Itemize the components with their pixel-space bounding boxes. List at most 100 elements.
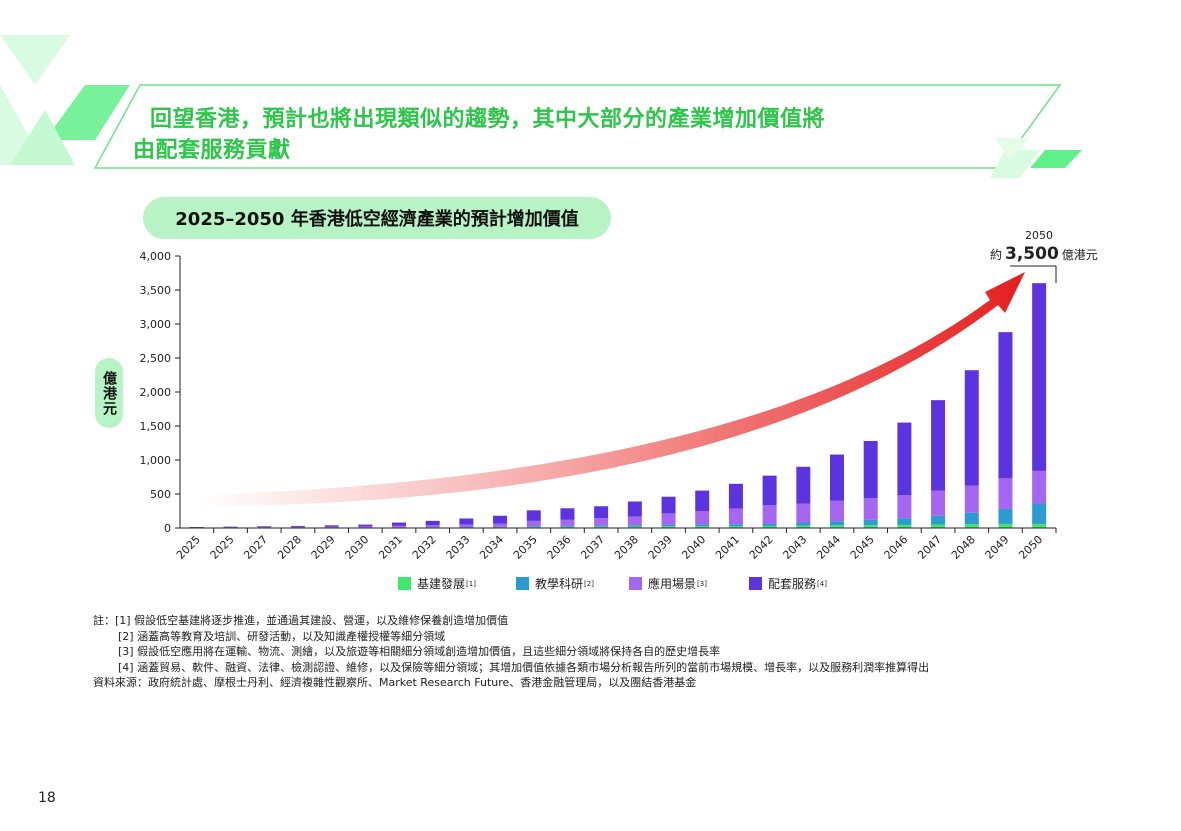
bar-segment: [560, 526, 575, 528]
footnote-4: [4] 涵蓋貿易、軟件、融資、法律、檢測認證、維修，以及保險等細分領域；其增加價…: [118, 660, 930, 674]
bar-segment: [257, 527, 272, 528]
bar-segment: [931, 490, 946, 516]
x-tick-label: 2049: [983, 533, 1012, 562]
bar-segment: [830, 521, 844, 526]
bar-segment: [998, 523, 1013, 528]
page-heading-line1: 回望香港，預計也將出現類似的趨勢，其中大部分的產業增加價值將: [150, 107, 826, 132]
bar-segment: [392, 525, 406, 528]
y-tick-label: 2,500: [140, 352, 172, 365]
bar-segment: [863, 440, 878, 499]
y-tick-label: 3,500: [140, 284, 172, 297]
y-tick-label: 3,000: [140, 318, 172, 331]
legend-item-infrastructure: 基建發展 [1]: [398, 575, 516, 592]
x-tick-label: 2045: [848, 533, 877, 562]
legend-note: [1]: [466, 579, 476, 588]
footnotes: 註：[1] 假設低空基建將逐步推進，並通過其建設、營運，以及維修保養創造增加價值…: [93, 613, 929, 691]
legend-swatch: [398, 577, 411, 590]
bar-segment: [728, 526, 743, 528]
x-tick-label: 2027: [241, 533, 270, 562]
stacked-bar-chart: 4,0003,5003,0002,5002,0001,5001,00050002…: [140, 250, 1057, 562]
bar-segment: [1032, 470, 1047, 504]
bar-segment: [324, 526, 339, 528]
bar-segment: [998, 508, 1013, 524]
y-tick-label: 1,000: [140, 454, 172, 467]
bar-segment: [290, 526, 305, 528]
annotation-number: 3,500: [1005, 244, 1059, 264]
bar-segment: [661, 526, 676, 528]
bar-segment: [762, 523, 777, 526]
legend-note: [4]: [817, 579, 827, 588]
x-tick-label: 2034: [477, 533, 506, 562]
bar-segment: [897, 524, 912, 528]
legend-note: [2]: [584, 579, 594, 588]
x-tick-label: 2048: [949, 533, 978, 562]
decor-triangle-4: [10, 110, 75, 165]
bar-segment: [560, 519, 575, 526]
decor-triangle-5: [990, 150, 1040, 178]
y-tick-label: 1,500: [140, 420, 172, 433]
bar-segment: [627, 525, 642, 527]
bar-segment: [1032, 503, 1047, 524]
bar-segment: [526, 520, 541, 527]
decor-triangle-1: [0, 35, 70, 85]
bar-segment: [964, 524, 979, 528]
legend-label: 教學科研: [535, 577, 584, 591]
legend-swatch: [516, 577, 529, 590]
bar-segment: [459, 524, 474, 528]
bar-segment: [290, 525, 305, 527]
bar-segment: [964, 512, 979, 525]
bar-segment: [931, 524, 946, 528]
x-tick-label: 2040: [679, 533, 708, 562]
x-tick-label: 2039: [646, 533, 675, 562]
x-tick-label: 2044: [814, 533, 843, 562]
decor-triangle-3: [45, 85, 130, 140]
x-tick-label: 2033: [444, 533, 473, 562]
bar-segment: [695, 524, 710, 527]
annotation-value: 約 3,500 億港元: [990, 244, 1098, 264]
bar-segment: [425, 520, 440, 526]
x-tick-label: 2038: [612, 533, 641, 562]
bar-segment: [526, 510, 541, 521]
bar-segment: [931, 515, 946, 525]
bar-segment: [863, 498, 878, 520]
bar-segment: [998, 478, 1013, 509]
bar-segment: [762, 525, 777, 528]
y-tick-label: 4,000: [140, 250, 172, 263]
bar-segment: [661, 524, 676, 527]
bar-segment: [358, 524, 373, 527]
bar-segment: [560, 525, 575, 527]
x-tick-label: 2043: [780, 533, 809, 562]
legend-swatch: [629, 577, 642, 590]
annotation-prefix: 約: [990, 248, 1003, 262]
chart-title: 2025–2050 年香港低空經濟產業的預計增加價值: [143, 197, 611, 239]
y-tick-label: 2,000: [140, 386, 172, 399]
annotation-year: 2050: [1025, 229, 1053, 242]
bar-segment: [897, 518, 912, 525]
bar-segment: [627, 501, 642, 517]
bar-segment: [1032, 283, 1047, 471]
annotation-unit: 億港元: [1061, 248, 1098, 262]
bar-segment: [425, 525, 440, 528]
bar-segment: [998, 332, 1013, 479]
x-tick-label: 2030: [342, 533, 371, 562]
page-number: 18: [38, 790, 56, 806]
y-tick-label: 0: [164, 522, 171, 535]
bar-segment: [728, 483, 743, 509]
legend-swatch: [749, 577, 762, 590]
legend-item-support-services: 配套服務 [4]: [749, 575, 827, 592]
x-tick-label: 2031: [376, 533, 405, 562]
x-tick-label: 2042: [747, 533, 776, 562]
bar-segment: [526, 526, 541, 528]
bar-segment: [560, 508, 575, 520]
bar-segment: [728, 524, 743, 527]
footnote-2: [2] 涵蓋高等教育及培訓、研發活動，以及知識產權授權等細分領域: [118, 629, 446, 643]
legend-item-applications: 應用場景 [3]: [629, 575, 749, 592]
bar-segment: [931, 400, 946, 491]
bar-segment: [459, 518, 474, 525]
bar-segment: [796, 522, 811, 526]
bar-segment: [493, 515, 508, 524]
y-axis-label: 億港元: [95, 358, 123, 428]
bar-segment: [830, 525, 844, 528]
bar-segment: [627, 526, 642, 528]
bar-segment: [796, 466, 811, 504]
